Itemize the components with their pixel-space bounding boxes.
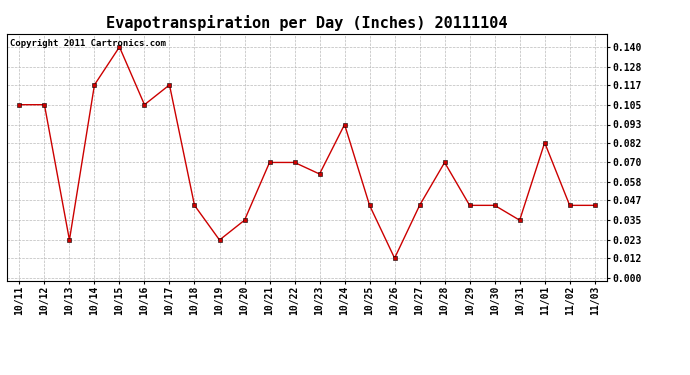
- Text: Copyright 2011 Cartronics.com: Copyright 2011 Cartronics.com: [10, 39, 166, 48]
- Title: Evapotranspiration per Day (Inches) 20111104: Evapotranspiration per Day (Inches) 2011…: [106, 15, 508, 31]
